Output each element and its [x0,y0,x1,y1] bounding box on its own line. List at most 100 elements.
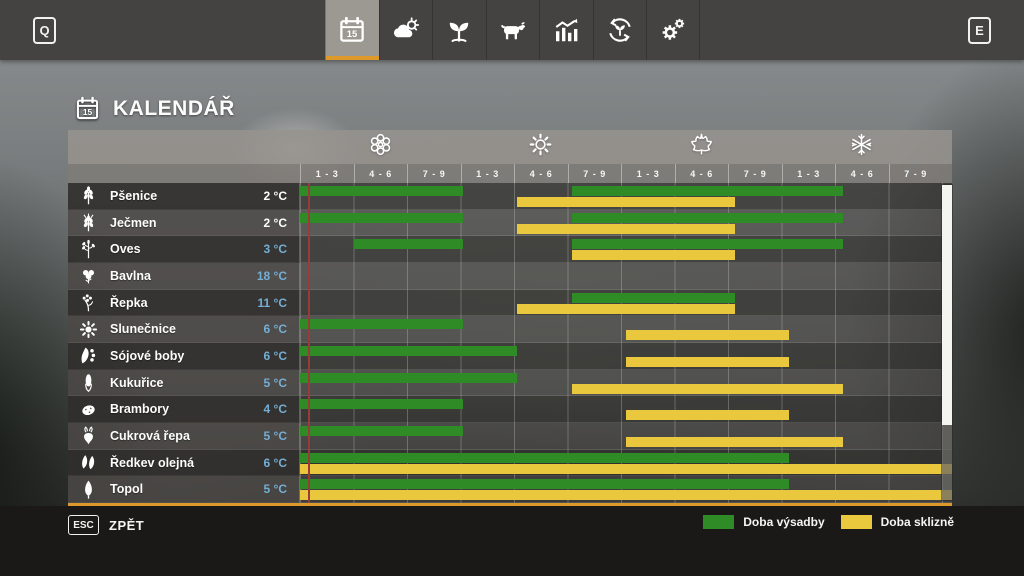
weather-icon [391,15,421,45]
crop-row[interactable]: Kukuřice 5 °C [68,369,952,397]
tab-weather[interactable] [378,0,433,60]
tab-crops[interactable] [432,0,486,60]
tab-bar: 15 [325,0,700,60]
tab-settings[interactable] [646,0,700,60]
legend-item: Doba sklizně [840,515,954,529]
harvest-period-bar [517,303,735,314]
planting-period-bar [571,292,735,303]
back-label: ZPĚT [109,517,145,533]
month-range-label: 4 - 6 [353,164,408,183]
crop-period-chart [300,289,952,317]
economy-cycle-icon [605,15,635,45]
tab-calendar[interactable]: 15 [325,0,379,60]
next-tab-key[interactable]: E [968,17,991,44]
crop-row[interactable]: Cukrová řepa 5 °C [68,423,952,450]
barley-icon [78,212,99,233]
planting-period-bar [571,186,844,196]
legend-label: Doba výsadby [743,515,825,529]
planting-period-bar [300,319,463,330]
poplar-icon [78,479,99,500]
legend-swatch [703,515,735,529]
month-range-label: 1 - 3 [621,164,675,183]
crop-row[interactable]: Slunečnice 6 °C [68,316,952,344]
crop-row[interactable]: Řepka 11 °C [68,289,952,317]
crop-name: Slunečnice [110,322,176,337]
potato-icon [78,399,99,420]
tab-animals[interactable] [485,0,540,60]
maple-leaf-icon [689,132,714,162]
crop-name: Pšenice [110,188,158,203]
crop-row[interactable]: Ředkev olejná 6 °C [68,449,952,477]
crop-row[interactable]: Sójové boby 6 °C [68,343,952,370]
flower-icon [368,132,393,162]
crop-germination-temp: 11 °C [257,295,287,310]
sugarbeet-icon [78,425,99,446]
crop-name: Sójové boby [110,348,185,363]
crop-name: Topol [110,482,144,497]
crop-label-cell: Bavlna 18 °C [68,263,300,290]
harvest-period-bar [517,197,735,207]
crop-row[interactable]: Bavlna 18 °C [68,263,952,290]
crop-name: Ječmen [110,215,157,230]
month-range-label: 4 - 6 [835,164,889,183]
month-range-label: 4 - 6 [514,164,568,183]
crop-name: Bavlna [110,268,151,283]
crop-germination-temp: 5 °C [263,428,287,443]
crop-germination-temp: 4 °C [263,402,287,417]
season-summer [461,130,622,164]
planting-period-bar [571,212,844,223]
harvest-period-bar [626,330,789,341]
crop-row[interactable]: Ječmen 2 °C [68,209,952,237]
planting-period-bar [300,399,463,410]
prev-tab-key[interactable]: Q [33,17,56,44]
season-header [68,130,952,164]
crop-germination-temp: 6 °C [263,348,287,363]
month-range-label: 7 - 9 [728,164,782,183]
crop-name: Oves [110,242,141,257]
crop-row[interactable]: Pšenice 2 °C [68,183,952,210]
crop-row[interactable]: Oves 3 °C [68,236,952,264]
esc-key: ESC [68,515,99,535]
harvest-period-bar [300,463,952,474]
wheat-icon [78,185,99,206]
harvest-period-bar [517,223,735,234]
season-header-spacer [68,130,300,164]
settings-icon [658,15,688,45]
tab-statistics[interactable] [539,0,593,60]
season-winter [782,130,943,164]
crop-germination-temp: 3 °C [263,242,287,257]
crop-period-chart [300,423,952,450]
corn-icon [78,372,99,393]
crop-period-chart [300,369,952,397]
tab-economy[interactable] [592,0,647,60]
month-range-label: 1 - 3 [300,164,354,183]
month-range-label: 1 - 3 [781,164,836,183]
month-range-label: 7 - 9 [567,164,622,183]
scrollbar[interactable] [942,185,952,500]
back-button[interactable]: ESC ZPĚT [68,515,144,535]
crop-germination-temp: 2 °C [263,188,287,203]
crop-label-cell: Cukrová řepa 5 °C [68,423,300,450]
crop-label-cell: Slunečnice 6 °C [68,316,300,344]
legend-swatch [840,515,872,529]
top-bar: Q 15 E [0,0,1024,60]
crop-row[interactable]: Topol 5 °C [68,476,952,504]
planting-period-bar [354,239,463,250]
planting-period-bar [300,186,463,196]
svg-text:15: 15 [83,107,93,117]
scrollbar-thumb[interactable] [942,185,952,425]
calendar-icon: 15 [337,15,367,45]
crop-name: Řepka [110,295,148,310]
crop-period-chart [300,183,952,210]
crop-rows: Pšenice 2 °C Ječmen 2 °C Oves 3 °C Bavln… [68,183,952,504]
crop-row[interactable]: Brambory 4 °C [68,396,952,424]
statistics-icon [551,15,581,45]
harvest-period-bar [626,437,844,448]
crop-name: Brambory [110,402,170,417]
planting-period-bar [300,452,789,463]
month-range-label: 7 - 9 [407,164,461,183]
crop-period-chart [300,209,952,237]
crop-germination-temp: 18 °C [256,268,287,283]
